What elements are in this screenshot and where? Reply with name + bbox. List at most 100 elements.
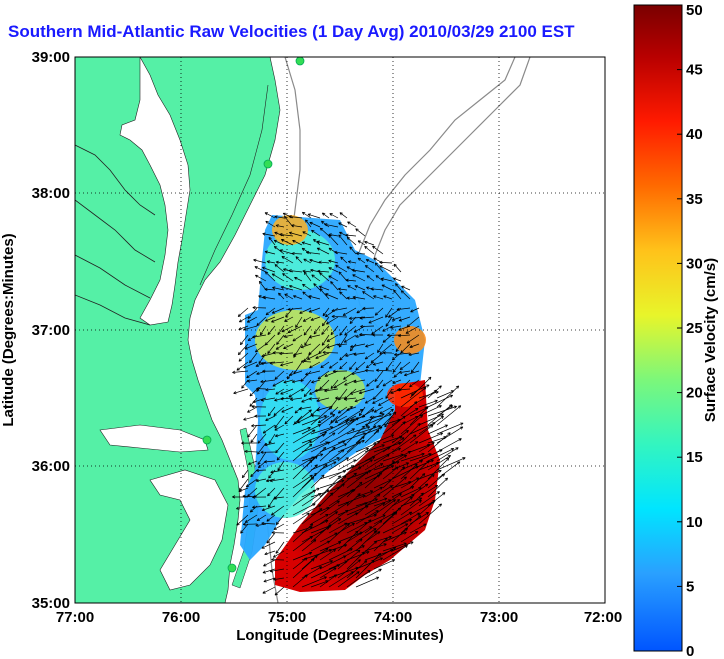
velocity-arrow [364,520,383,534]
colorbar-tick-label: 35 [686,191,703,208]
velocity-arrow [373,537,388,552]
velocity-arrow [375,368,393,372]
velocity-arrow [274,264,285,273]
velocity-arrow [318,285,330,291]
velocity-arrow [306,352,321,360]
velocity-arrow [296,415,312,424]
velocity-arrow [300,343,312,349]
velocity-arrow [241,379,249,389]
velocity-arrow [239,334,249,346]
velocity-arrow [247,406,258,413]
velocity-arrow [237,343,249,356]
velocity-arrow [360,324,375,329]
velocity-arrow [436,405,462,426]
velocity-arrow [237,307,249,317]
velocity-arrow [253,258,267,264]
velocity-arrow [351,268,366,273]
velocity-arrow [349,388,366,395]
velocity-arrow [346,425,366,444]
velocity-arrow [310,564,340,579]
velocity-arrow [262,586,276,594]
velocity-field-high-speed [275,380,440,592]
velocity-arrow [331,307,348,313]
velocity-arrow [255,468,267,473]
velocity-arrow [337,530,359,552]
velocity-arrow [299,307,312,314]
velocity-arrow [395,343,402,353]
velocity-arrow [292,409,312,426]
velocity-arrow [320,361,330,369]
velocity-arrow [427,457,450,480]
velocity-arrow [287,325,303,334]
velocity-arrow [370,287,384,291]
velocity-arrow [337,512,358,525]
velocity-arrow [368,316,384,324]
velocity-arrow [364,265,375,273]
velocity-field-high-speed [387,383,423,407]
velocity-arrow [265,220,276,228]
velocity-arrow [317,415,330,424]
velocity-arrow [364,429,380,444]
velocity-arrow [264,287,276,291]
velocity-arrow [337,494,366,507]
velocity-arrow [382,507,402,525]
velocity-arrow [349,246,357,255]
x-tick-label: 77:00 [56,609,94,626]
velocity-arrow [346,560,368,579]
velocity-arrow [355,510,379,525]
velocity-arrow [319,475,342,498]
velocity-arrow [310,489,330,507]
velocity-arrow [255,478,267,483]
velocity-arrow [393,289,402,300]
velocity-arrow [364,543,387,552]
velocity-arrow [359,316,375,320]
velocity-arrow [409,343,420,349]
velocity-arrow [292,239,303,246]
velocity-arrow [330,379,339,389]
velocity-arrow [307,213,321,219]
velocity-arrow [332,369,348,373]
velocity-arrow [280,388,294,395]
velocity-arrow [329,406,339,415]
velocity-arrow [346,409,375,426]
velocity-arrow [344,325,357,336]
chesapeake-bay [119,57,191,326]
velocity-arrow [328,443,347,453]
velocity-arrow [291,379,303,384]
y-tick-label: 38:00 [32,185,70,202]
velocity-arrow [268,433,276,444]
plot-frame [74,56,606,604]
velocity-arrow [427,455,451,471]
velocity-arrow [240,523,249,534]
velocity-arrow [382,351,393,355]
velocity-arrow [364,413,392,426]
velocity-arrow [308,397,321,401]
velocity-arrow [310,316,321,321]
velocity-arrow [331,314,348,319]
velocity-arrow [382,518,412,534]
velocity-arrow [247,334,258,341]
velocity-arrow [273,577,285,581]
velocity-arrow [241,469,249,479]
velocity-arrow [245,478,258,488]
velocity-arrow [409,492,424,507]
velocity-arrow [270,505,285,516]
velocity-arrow [311,229,321,237]
velocity-arrow [385,361,393,371]
velocity-arrow [348,316,366,320]
velocity-arrow [301,211,312,219]
velocity-arrow [291,251,303,256]
velocity-arrow [271,531,285,535]
velocity-arrow [319,413,336,426]
velocity-arrow [328,234,339,246]
velocity-arrow [301,415,328,426]
velocity-arrow [267,496,276,508]
velocity-arrow [292,459,313,480]
velocity-arrow [418,503,442,525]
velocity-arrow [385,307,393,318]
velocity-field-yellow [315,370,365,410]
velocity-arrow [274,433,285,438]
velocity-arrow [303,258,312,264]
velocity-arrow [418,474,435,489]
